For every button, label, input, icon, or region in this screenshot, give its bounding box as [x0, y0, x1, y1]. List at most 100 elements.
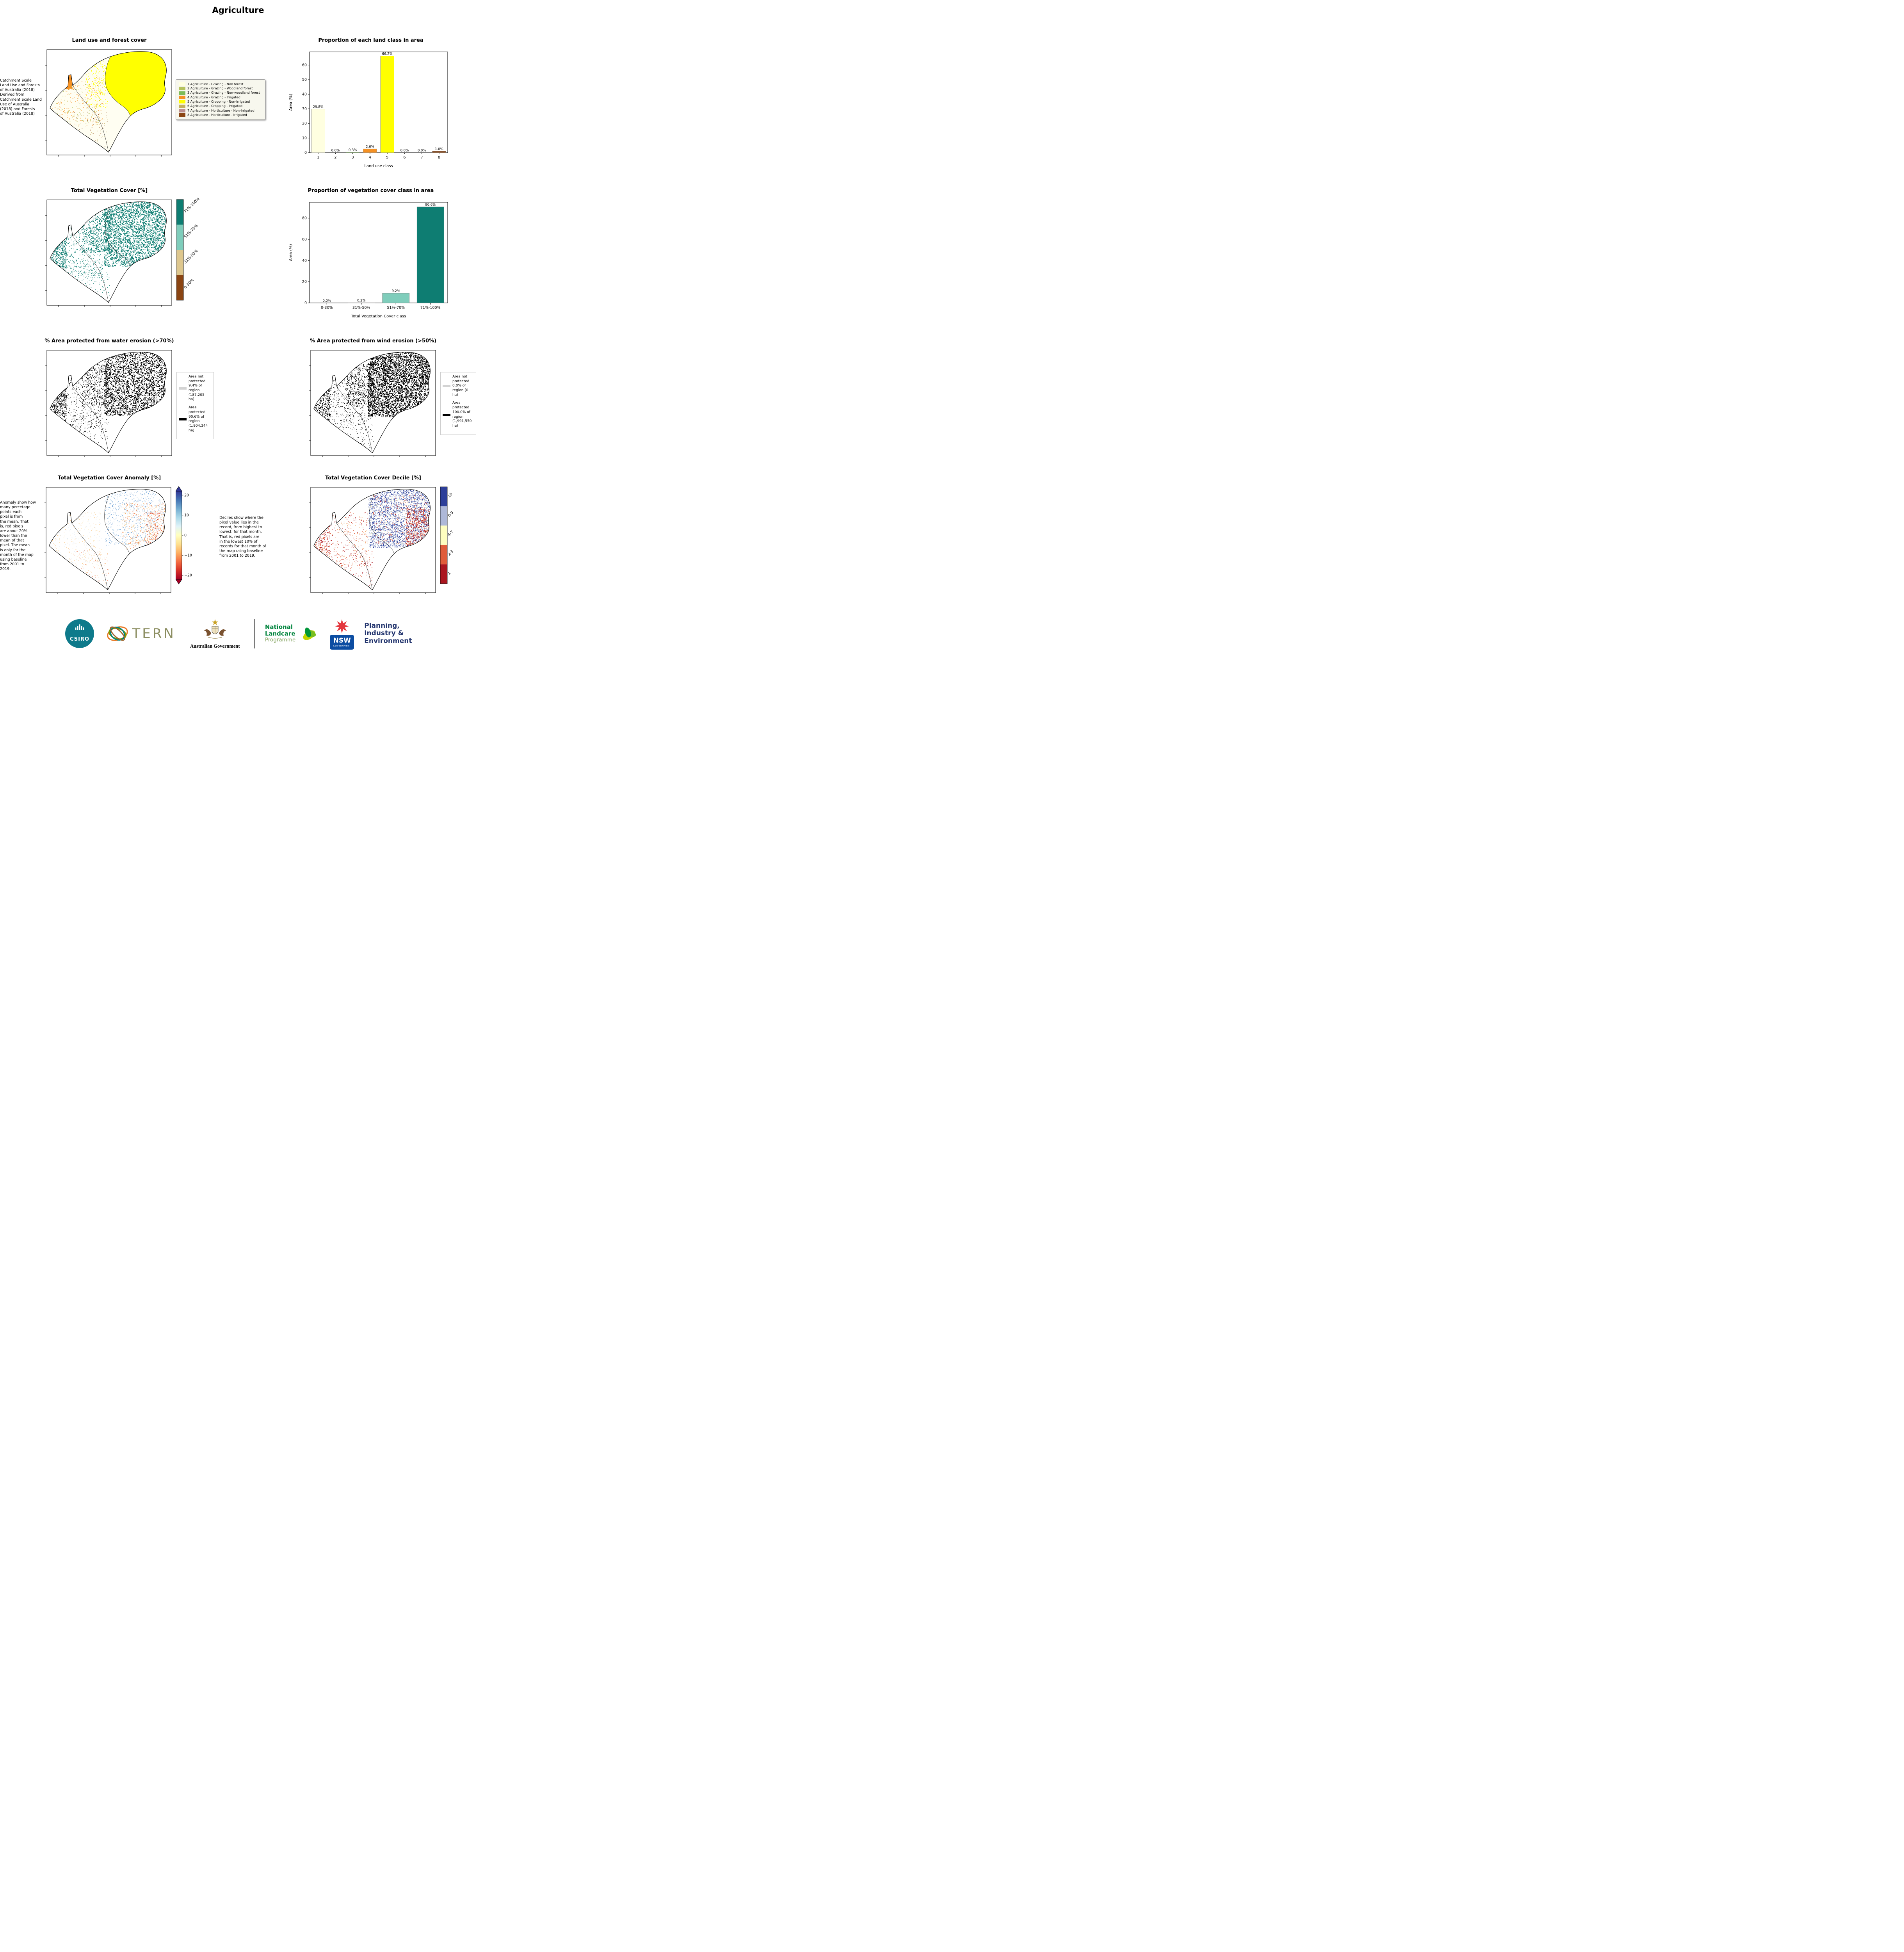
vegcover-map-title: Total Vegetation Cover [%]	[71, 188, 148, 194]
csiro-wave-icon	[75, 624, 84, 630]
decile-title: Total Vegetation Cover Decile [%]	[325, 475, 421, 481]
svg-text:80: 80	[302, 216, 307, 221]
svg-text:60: 60	[302, 63, 307, 68]
legend-item: Area protected 90.6% of region (1,804,34…	[179, 406, 212, 433]
svg-text:4-7: 4-7	[447, 530, 454, 537]
landuse-map	[45, 49, 172, 157]
vegcover-bar-chart: 0 20 40 60 80 0.0% 0-30% 0.2% 31%-50% 9.2% 51%-70%…	[287, 197, 455, 322]
svg-text:7: 7	[421, 155, 423, 160]
legend-item: 4 Agriculture - Grazing - Irrigated	[179, 95, 262, 100]
wind-erosion-map	[309, 350, 436, 457]
report-page: Agriculture Land use and forest cover Ca…	[0, 0, 476, 650]
legend-label: Area protected 100.0% of region (1,991,5…	[452, 401, 472, 428]
landuse-chart-title: Proportion of each land class in area	[318, 37, 424, 43]
svg-text:30: 30	[302, 107, 307, 111]
landuse-legend: 1 Agriculture - Grazing - Non forest 2 A…	[176, 79, 265, 120]
svg-text:2: 2	[334, 155, 336, 160]
svg-text:0.0%: 0.0%	[331, 149, 340, 153]
svg-text:Area (%): Area (%)	[289, 94, 293, 111]
tern-wordmark: TERN	[132, 626, 176, 641]
svg-text:20: 20	[302, 121, 307, 126]
australian-government-wordmark: Australian Government	[190, 643, 240, 649]
coat-of-arms-icon	[204, 619, 226, 639]
landuse-bar-chart: 0 10 20 30 40 50 60 29.8% 1 0.0% 2 0.3% 3 2.6% 4 66.2% 5…	[287, 46, 455, 171]
svg-text:10: 10	[184, 513, 189, 518]
legend-label: 8 Agriculture - Horticulture - Irrigated	[187, 112, 247, 117]
legend-item: 1 Agriculture - Grazing - Non forest	[179, 82, 262, 86]
landuse-map-caption: Catchment Scale Land Use and Forests of …	[0, 78, 42, 116]
panel-landuse-chart: Proportion of each land class in area 0 1…	[265, 37, 476, 171]
svg-text:Land use class: Land use class	[364, 164, 393, 168]
nsw-box: NSW GOVERNMENT	[330, 635, 354, 650]
planning-industry-environment-logo: Planning, Industry & Environment	[364, 622, 412, 645]
legend-label: 7 Agriculture - Horticulture - Non-irrig…	[187, 108, 254, 112]
bar-chart-canvas: 0 20 40 60 80 0.0% 0-30% 0.2% 31%-50% 9.2% 51%-70%…	[289, 202, 448, 319]
legend-swatch	[179, 87, 185, 91]
svg-text:51%-70%: 51%-70%	[183, 224, 199, 239]
svg-text:66.2%: 66.2%	[382, 52, 393, 56]
svg-text:60: 60	[302, 237, 307, 242]
row-erosion: % Area protected from water erosion (>70…	[0, 338, 476, 459]
legend-swatch	[179, 91, 185, 95]
svg-text:20: 20	[184, 493, 189, 497]
bar-chart-canvas: 0 10 20 30 40 50 60 29.8% 1 0.0% 2 0.3% 3 2.6% 4 66.2% 5…	[289, 52, 448, 168]
legend-item: 8 Agriculture - Horticulture - Irrigated	[179, 113, 262, 117]
landuse-map-title: Land use and forest cover	[72, 37, 147, 43]
anomaly-title: Total Vegetation Cover Anomaly [%]	[57, 475, 161, 481]
footer-logos: CSIRO TERN Australian Go	[0, 618, 476, 650]
page-title: Agriculture	[212, 5, 264, 15]
nsw-wordmark: NSW	[333, 636, 351, 645]
legend-swatch	[179, 104, 185, 108]
svg-text:3: 3	[352, 155, 354, 160]
decile-map	[309, 487, 436, 594]
legend-label: Area not protected 0.0% of region (0 ha)	[452, 375, 470, 397]
legend-label: 3 Agriculture - Grazing - Non-woodland f…	[187, 91, 260, 95]
svg-text:0.3%: 0.3%	[349, 148, 357, 152]
legend-swatch	[179, 82, 185, 86]
panel-landuse-map: Land use and forest cover Catchment Scal…	[0, 37, 265, 171]
footer-divider	[254, 619, 255, 648]
legend-label: 6 Agriculture - Cropping - Irrigated	[187, 104, 243, 108]
anomaly-map	[44, 487, 171, 594]
legend-swatch	[179, 95, 185, 99]
svg-text:0: 0	[304, 301, 307, 305]
water-erosion-title: % Area protected from water erosion (>70…	[44, 338, 174, 344]
panel-wind-erosion: % Area protected from wind erosion (>50%…	[265, 338, 476, 459]
anomaly-colorbar: 20 10 0 −10 −20	[176, 486, 192, 584]
csiro-circle	[65, 619, 94, 648]
svg-text:0-30%: 0-30%	[183, 278, 194, 289]
legend-label: 4 Agriculture - Grazing - Irrigated	[187, 95, 240, 99]
legend-swatch	[443, 385, 450, 388]
australian-government-logo: Australian Government	[186, 618, 244, 649]
svg-text:20: 20	[302, 280, 307, 284]
legend-swatch	[179, 100, 185, 104]
decile-caption: Deciles show where the pixel value lies …	[219, 516, 266, 558]
svg-text:31%-50%: 31%-50%	[352, 306, 370, 310]
legend-item: 5 Agriculture - Cropping - Non-irrigated	[179, 100, 262, 104]
svg-text:0.2%: 0.2%	[357, 299, 366, 303]
vegcover-map	[45, 199, 172, 307]
wind-erosion-title: % Area protected from wind erosion (>50%…	[310, 338, 436, 344]
national-landcare-logo: National Landcare Programme	[265, 623, 320, 645]
svg-text:4: 4	[369, 155, 371, 160]
vegcover-chart-title: Proportion of vegetation cover class in …	[308, 188, 434, 194]
waratah-icon	[335, 619, 349, 633]
csiro-logo: CSIRO	[65, 619, 94, 648]
legend-item: Area not protected 0.0% of region (0 ha)	[443, 375, 474, 397]
legend-item: 2 Agriculture - Grazing - Woodland fores…	[179, 86, 262, 91]
anomaly-caption: Anomaly show how many percetage points e…	[0, 500, 36, 572]
svg-text:0.0%: 0.0%	[418, 149, 426, 153]
svg-text:0.0%: 0.0%	[400, 149, 409, 153]
svg-text:40: 40	[302, 258, 307, 263]
legend-item: Area not protected 9.4% of region (187,2…	[179, 375, 212, 402]
tern-swirl-icon	[107, 626, 128, 641]
panel-vegcover-map: Total Vegetation Cover [%] 0-30% 31%-50% 5…	[0, 188, 265, 322]
svg-text:2-3: 2-3	[447, 549, 454, 557]
svg-text:51%-70%: 51%-70%	[387, 306, 405, 310]
tern-logo: TERN	[105, 622, 176, 645]
row-vegcover: Total Vegetation Cover [%] 0-30% 31%-50% 5…	[0, 188, 476, 322]
vegcover-colorbar: 0-30% 31%-50% 51%-70% 71%-100%	[176, 198, 201, 301]
legend-label: 2 Agriculture - Grazing - Woodland fores…	[187, 86, 253, 90]
nsw-government-logo: NSW GOVERNMENT	[330, 618, 354, 650]
panel-water-erosion: % Area protected from water erosion (>70…	[0, 338, 265, 459]
